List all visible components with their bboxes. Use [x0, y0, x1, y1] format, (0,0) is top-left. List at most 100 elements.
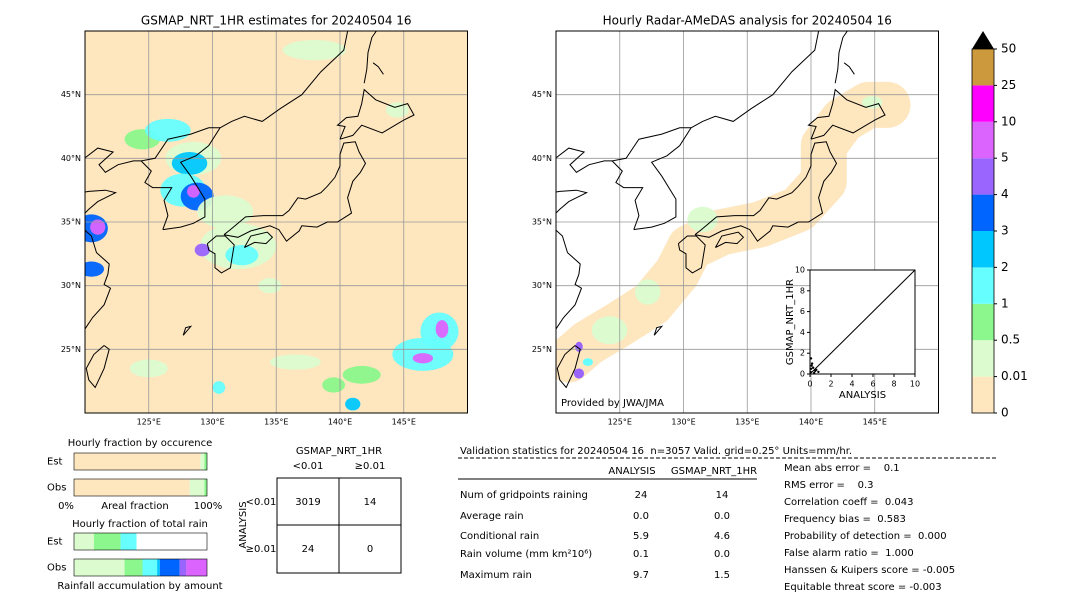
scatter-point: [815, 368, 818, 372]
stats-header: ANALYSIS: [608, 466, 655, 477]
x-tick-label: 6: [870, 380, 875, 389]
colorbar-label: 3: [1001, 224, 1009, 238]
x-tick-label: 4: [849, 380, 854, 389]
y-tick-label: 45°N: [61, 90, 81, 99]
score: Hanssen & Kuipers score = -0.005: [784, 565, 955, 576]
coastline: [363, 31, 377, 84]
row-label: ≥0.01: [246, 544, 277, 555]
rain-area: [225, 244, 259, 266]
fraction-segment: [142, 559, 158, 576]
fraction-segment: [204, 479, 207, 496]
coastline: [807, 88, 886, 140]
col-label: ≥0.01: [355, 461, 386, 472]
coastline: [243, 231, 274, 248]
stats-value: 0.0: [714, 549, 730, 560]
rain-area: [282, 39, 347, 61]
fraction-segment: [159, 559, 180, 576]
coastline: [556, 345, 581, 389]
x-tick-label: 10: [910, 380, 920, 389]
score: Probability of detection = 0.000: [784, 531, 947, 542]
y-tick-label: 6: [800, 307, 805, 316]
fraction-segment: [179, 559, 187, 576]
fraction-segment: [74, 453, 201, 470]
coastline: [182, 325, 193, 336]
scatter-point: [811, 366, 815, 369]
axis-label: Areal fraction: [101, 501, 168, 512]
stats-header: GSMAP_NRT_1HR: [671, 466, 757, 477]
rain-area: [591, 316, 628, 345]
map-frame: [84, 30, 468, 414]
score: False alarm ratio = 1.000: [784, 548, 914, 559]
x-tick-label: 125°E: [137, 418, 161, 427]
rain-area: [171, 151, 208, 175]
coastline: [140, 127, 222, 231]
colorbar-segment: [972, 267, 994, 304]
fraction-segment: [157, 559, 160, 576]
table-cell: 24: [302, 544, 315, 555]
stats-value: 5.9: [633, 531, 649, 542]
axis-left: 0%: [58, 501, 74, 512]
rain-area: [212, 381, 226, 394]
colorbar-extend: [972, 31, 994, 49]
colorbar-label: 5: [1001, 151, 1009, 165]
panel-title: Hourly fraction by occurence: [68, 438, 212, 449]
stats-value: 0.0: [633, 511, 649, 522]
scatter-point: [809, 370, 812, 374]
coastline: [694, 141, 838, 242]
colorbar-segment: [972, 85, 994, 122]
table-cell: 3019: [295, 497, 320, 508]
rain-area: [85, 261, 105, 277]
score: Correlation coeff = 0.043: [784, 497, 914, 508]
stats-label: Maximum rain: [460, 570, 532, 581]
colorbar-label: 0.5: [1001, 333, 1020, 347]
x-tick-label: 130°E: [671, 418, 695, 427]
score: Mean abs error = 0.1: [784, 463, 900, 474]
colorbar-segment: [972, 49, 994, 86]
y-tick-label: 40°N: [532, 154, 552, 163]
fraction-segment: [204, 453, 207, 470]
y-axis-label: GSMAP_NRT_1HR: [785, 279, 796, 365]
x-tick-label: 0: [807, 380, 812, 389]
caption: Rainfall accumulation by amount: [57, 581, 222, 592]
row-label: Est: [47, 537, 63, 548]
colorbar-label: 2: [1001, 260, 1009, 274]
colorbar-segment: [972, 303, 994, 341]
colorbar-segment: [972, 194, 994, 231]
rain-area: [187, 185, 200, 198]
score: RMS error = 0.3: [784, 480, 874, 491]
col-label: <0.01: [293, 461, 324, 472]
y-tick-label: 0: [800, 370, 805, 379]
map-title: Hourly Radar-AMeDAS analysis for 2024050…: [603, 14, 892, 28]
credit: Provided by JWA/JMA: [561, 398, 664, 409]
table-cell: 0: [367, 544, 373, 555]
coastline: [336, 88, 415, 140]
row-label: Obs: [47, 563, 66, 574]
coastline: [653, 325, 664, 336]
colorbar-label: 25: [1001, 78, 1016, 92]
colorbar-label: 4: [1001, 187, 1009, 201]
bar-frame: [73, 478, 208, 497]
coastline: [556, 147, 613, 330]
table-title: GSMAP_NRT_1HR: [296, 446, 382, 457]
stats-value: 24: [635, 490, 648, 501]
fraction-segment: [186, 559, 207, 576]
rain-area: [687, 206, 718, 233]
score: Frequency bias = 0.583: [784, 514, 906, 525]
x-tick-label: 135°E: [735, 418, 759, 427]
colorbar-segment: [972, 121, 994, 159]
rain-area: [582, 358, 593, 366]
row-label: Est: [47, 457, 63, 468]
y-tick-label: 2: [800, 349, 805, 358]
rain-area: [342, 365, 381, 384]
x-tick-label: 140°E: [328, 418, 352, 427]
x-tick-label: 145°E: [863, 418, 887, 427]
colorbar-segment: [972, 340, 994, 377]
row-label: <0.01: [246, 497, 277, 508]
y-tick-label: 35°N: [61, 218, 81, 227]
coastline: [223, 141, 367, 242]
rain-area: [862, 95, 883, 109]
scatter-point: [810, 362, 814, 365]
coastline: [690, 31, 820, 129]
stats-value: 0.0: [714, 511, 730, 522]
x-tick-label: 125°E: [608, 418, 632, 427]
